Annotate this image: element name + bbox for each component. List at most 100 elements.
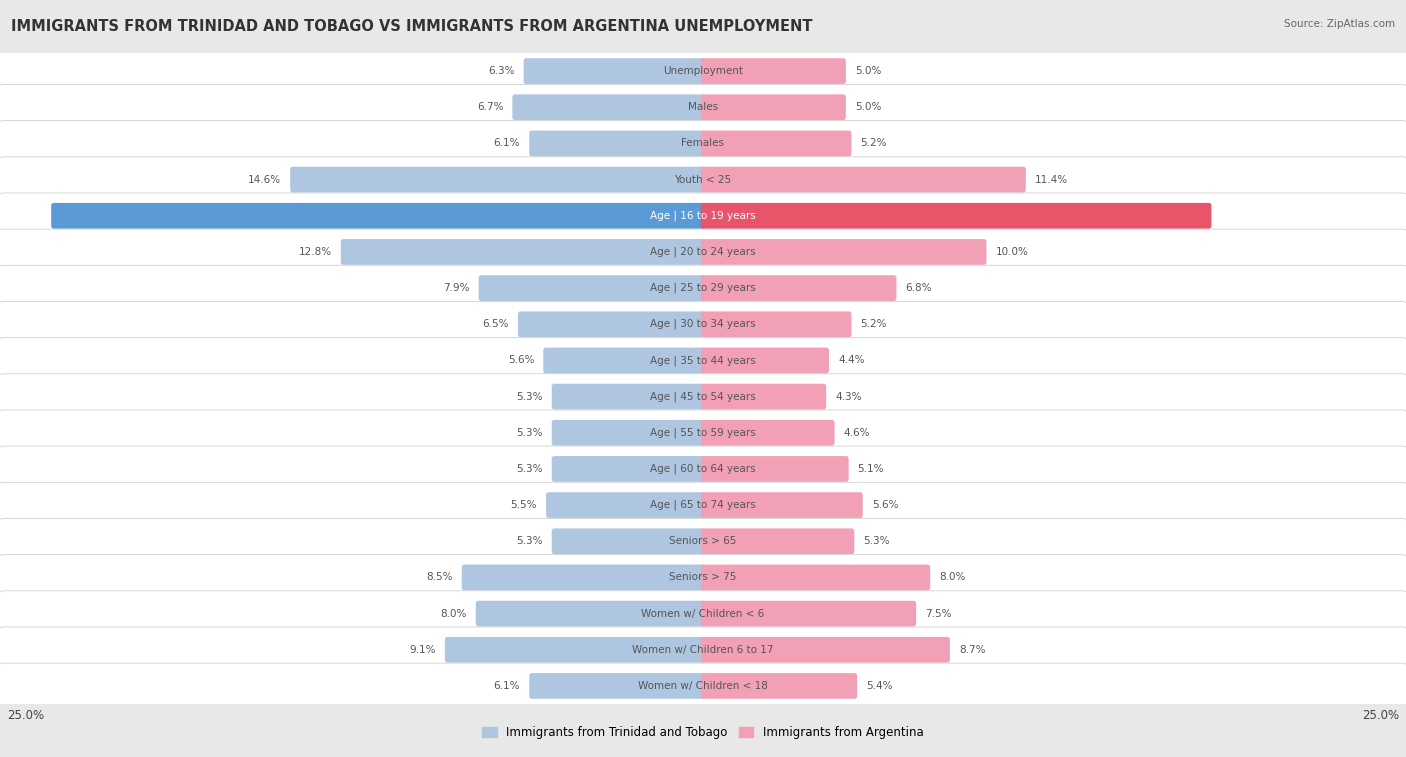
Text: 6.8%: 6.8%: [905, 283, 932, 293]
FancyBboxPatch shape: [551, 420, 706, 446]
Text: 8.5%: 8.5%: [426, 572, 453, 582]
Text: 8.0%: 8.0%: [440, 609, 467, 618]
Text: 10.0%: 10.0%: [995, 247, 1028, 257]
Text: 9.1%: 9.1%: [409, 645, 436, 655]
Text: Women w/ Children < 6: Women w/ Children < 6: [641, 609, 765, 618]
Text: Age | 25 to 29 years: Age | 25 to 29 years: [650, 283, 756, 293]
FancyBboxPatch shape: [551, 456, 706, 481]
Text: Youth < 25: Youth < 25: [675, 175, 731, 185]
Text: Women w/ Children 6 to 17: Women w/ Children 6 to 17: [633, 645, 773, 655]
FancyBboxPatch shape: [529, 673, 706, 699]
FancyBboxPatch shape: [543, 347, 706, 373]
FancyBboxPatch shape: [0, 590, 1406, 637]
FancyBboxPatch shape: [700, 637, 950, 662]
Text: 6.7%: 6.7%: [477, 102, 503, 112]
FancyBboxPatch shape: [700, 347, 830, 373]
Text: Women w/ Children < 18: Women w/ Children < 18: [638, 681, 768, 691]
FancyBboxPatch shape: [700, 384, 827, 410]
FancyBboxPatch shape: [461, 565, 706, 590]
Text: 5.3%: 5.3%: [516, 428, 543, 438]
FancyBboxPatch shape: [523, 58, 706, 84]
FancyBboxPatch shape: [0, 85, 1406, 130]
Text: 11.4%: 11.4%: [1035, 175, 1069, 185]
Text: 7.5%: 7.5%: [925, 609, 952, 618]
Text: 5.1%: 5.1%: [858, 464, 884, 474]
FancyBboxPatch shape: [0, 482, 1406, 528]
FancyBboxPatch shape: [0, 265, 1406, 311]
Text: Age | 20 to 24 years: Age | 20 to 24 years: [650, 247, 756, 257]
FancyBboxPatch shape: [0, 663, 1406, 709]
Text: Seniors > 75: Seniors > 75: [669, 572, 737, 582]
Text: Females: Females: [682, 139, 724, 148]
Text: 7.9%: 7.9%: [443, 283, 470, 293]
FancyBboxPatch shape: [529, 130, 706, 156]
Text: Age | 65 to 74 years: Age | 65 to 74 years: [650, 500, 756, 510]
FancyBboxPatch shape: [700, 276, 897, 301]
FancyBboxPatch shape: [0, 229, 1406, 275]
Text: 6.1%: 6.1%: [494, 681, 520, 691]
FancyBboxPatch shape: [546, 492, 706, 518]
Text: 18.0%: 18.0%: [1220, 210, 1253, 221]
Text: 5.3%: 5.3%: [516, 391, 543, 401]
Text: 5.2%: 5.2%: [860, 139, 887, 148]
FancyBboxPatch shape: [478, 276, 706, 301]
FancyBboxPatch shape: [700, 528, 855, 554]
Text: Source: ZipAtlas.com: Source: ZipAtlas.com: [1284, 19, 1395, 29]
Text: 23.1%: 23.1%: [8, 210, 42, 221]
Text: 5.3%: 5.3%: [516, 464, 543, 474]
Text: 5.3%: 5.3%: [863, 536, 890, 547]
Text: 14.6%: 14.6%: [247, 175, 281, 185]
Text: 5.3%: 5.3%: [516, 536, 543, 547]
FancyBboxPatch shape: [444, 637, 706, 662]
FancyBboxPatch shape: [51, 203, 706, 229]
Text: 4.4%: 4.4%: [838, 356, 865, 366]
Text: 8.0%: 8.0%: [939, 572, 966, 582]
FancyBboxPatch shape: [700, 601, 917, 627]
Text: Unemployment: Unemployment: [664, 66, 742, 76]
FancyBboxPatch shape: [475, 601, 706, 627]
Text: Age | 16 to 19 years: Age | 16 to 19 years: [650, 210, 756, 221]
FancyBboxPatch shape: [700, 492, 863, 518]
FancyBboxPatch shape: [0, 555, 1406, 600]
FancyBboxPatch shape: [551, 528, 706, 554]
FancyBboxPatch shape: [0, 301, 1406, 347]
Text: 25.0%: 25.0%: [7, 709, 44, 722]
Text: Age | 60 to 64 years: Age | 60 to 64 years: [650, 464, 756, 474]
FancyBboxPatch shape: [512, 95, 706, 120]
Text: 6.5%: 6.5%: [482, 319, 509, 329]
Text: 5.2%: 5.2%: [860, 319, 887, 329]
FancyBboxPatch shape: [340, 239, 706, 265]
Text: Age | 55 to 59 years: Age | 55 to 59 years: [650, 428, 756, 438]
Text: 4.6%: 4.6%: [844, 428, 870, 438]
FancyBboxPatch shape: [0, 157, 1406, 202]
Text: Age | 30 to 34 years: Age | 30 to 34 years: [650, 319, 756, 329]
FancyBboxPatch shape: [0, 519, 1406, 564]
Text: Age | 45 to 54 years: Age | 45 to 54 years: [650, 391, 756, 402]
FancyBboxPatch shape: [700, 673, 858, 699]
FancyBboxPatch shape: [0, 374, 1406, 419]
Text: Age | 35 to 44 years: Age | 35 to 44 years: [650, 355, 756, 366]
Text: 5.4%: 5.4%: [866, 681, 893, 691]
FancyBboxPatch shape: [551, 384, 706, 410]
Text: Seniors > 65: Seniors > 65: [669, 536, 737, 547]
Text: IMMIGRANTS FROM TRINIDAD AND TOBAGO VS IMMIGRANTS FROM ARGENTINA UNEMPLOYMENT: IMMIGRANTS FROM TRINIDAD AND TOBAGO VS I…: [11, 19, 813, 34]
FancyBboxPatch shape: [700, 95, 846, 120]
FancyBboxPatch shape: [700, 58, 846, 84]
Text: 12.8%: 12.8%: [298, 247, 332, 257]
FancyBboxPatch shape: [0, 48, 1406, 94]
FancyBboxPatch shape: [700, 565, 931, 590]
FancyBboxPatch shape: [0, 120, 1406, 167]
Text: 6.1%: 6.1%: [494, 139, 520, 148]
Text: 25.0%: 25.0%: [1362, 709, 1399, 722]
FancyBboxPatch shape: [0, 410, 1406, 456]
Text: 5.5%: 5.5%: [510, 500, 537, 510]
Text: 4.3%: 4.3%: [835, 391, 862, 401]
FancyBboxPatch shape: [700, 167, 1026, 192]
Text: 5.6%: 5.6%: [872, 500, 898, 510]
Text: 5.6%: 5.6%: [508, 356, 534, 366]
Text: Males: Males: [688, 102, 718, 112]
FancyBboxPatch shape: [700, 456, 849, 481]
FancyBboxPatch shape: [0, 627, 1406, 672]
FancyBboxPatch shape: [0, 338, 1406, 383]
Legend: Immigrants from Trinidad and Tobago, Immigrants from Argentina: Immigrants from Trinidad and Tobago, Imm…: [478, 721, 928, 743]
